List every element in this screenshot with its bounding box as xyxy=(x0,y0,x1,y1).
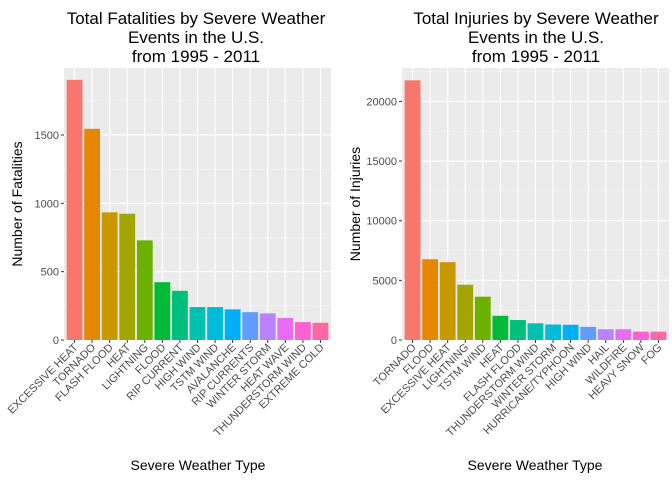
chart1-y-axis-title: Number of Fatalities xyxy=(9,141,25,266)
chart1-bar-10 xyxy=(224,309,241,340)
chart1-bar-6 xyxy=(154,282,171,340)
chart2-title-line-1: Total Injuries by Severe Weather xyxy=(413,9,659,28)
chart1-bar-12 xyxy=(259,313,276,340)
chart2-bar-7 xyxy=(510,320,526,340)
chart1-bar-2 xyxy=(84,128,101,340)
chart2-x-axis-title: Severe Weather Type xyxy=(468,457,603,473)
chart2-ytick-label: 20000 xyxy=(366,96,397,108)
chart1-bar-8 xyxy=(189,307,206,340)
chart1-bar-4 xyxy=(119,213,136,340)
chart1-bar-3 xyxy=(101,212,118,340)
chart2-ytick-label: 15000 xyxy=(366,156,397,168)
chart1-bar-5 xyxy=(136,240,153,340)
chart2-bar-8 xyxy=(527,323,544,340)
chart1-title-line-2: Events in the U.S. xyxy=(128,28,264,47)
chart2-bar-2 xyxy=(422,259,439,340)
chart2-bar-10 xyxy=(562,324,579,340)
chart2-bar-14 xyxy=(632,331,649,340)
chart2-bar-15 xyxy=(650,331,667,340)
chart2-title-line-3: from 1995 - 2011 xyxy=(472,47,600,66)
chart2-bar-12 xyxy=(597,329,614,340)
chart2-title-line-2: Events in the U.S. xyxy=(468,28,604,47)
chart1-bar-1 xyxy=(66,79,83,341)
chart1-bar-13 xyxy=(277,317,294,340)
chart1-title-line-3: from 1995 - 2011 xyxy=(132,47,260,66)
chart2-bar-3 xyxy=(439,262,456,340)
chart1-bar-11 xyxy=(242,312,259,340)
chart1-bar-7 xyxy=(172,290,188,340)
chart2-bar-13 xyxy=(615,329,632,340)
chart2-bar-4 xyxy=(457,284,474,340)
chart2-bar-6 xyxy=(492,315,509,340)
chart1-ytick-label: 0 xyxy=(53,335,59,347)
chart2-xtick-label-15: FOG xyxy=(639,342,664,367)
chart1-ytick-label: 1500 xyxy=(35,130,59,142)
chart1-ytick-label: 1000 xyxy=(35,198,59,210)
chart1-title-line-1: Total Fatalities by Severe Weather xyxy=(67,9,326,28)
chart2-bar-5 xyxy=(474,296,491,340)
chart2-ytick-label: 5000 xyxy=(373,275,397,287)
chart1-x-axis-title: Severe Weather Type xyxy=(131,457,266,473)
chart1-bar-14 xyxy=(294,322,311,340)
chart2-ytick-label: 0 xyxy=(391,335,397,347)
chart2-y-axis-title: Number of Injuries xyxy=(347,147,363,261)
chart2-bar-9 xyxy=(545,324,561,340)
chart1-bar-15 xyxy=(312,322,329,340)
chart1-bar-9 xyxy=(207,307,223,340)
chart1-ytick-label: 500 xyxy=(41,267,59,279)
chart2-bar-11 xyxy=(580,326,597,340)
chart2-ytick-label: 10000 xyxy=(366,216,397,228)
chart2-panel: 05000100001500020000TORNADOFLOODEXCESSIV… xyxy=(347,9,669,473)
chart2-bar-1 xyxy=(404,80,421,341)
